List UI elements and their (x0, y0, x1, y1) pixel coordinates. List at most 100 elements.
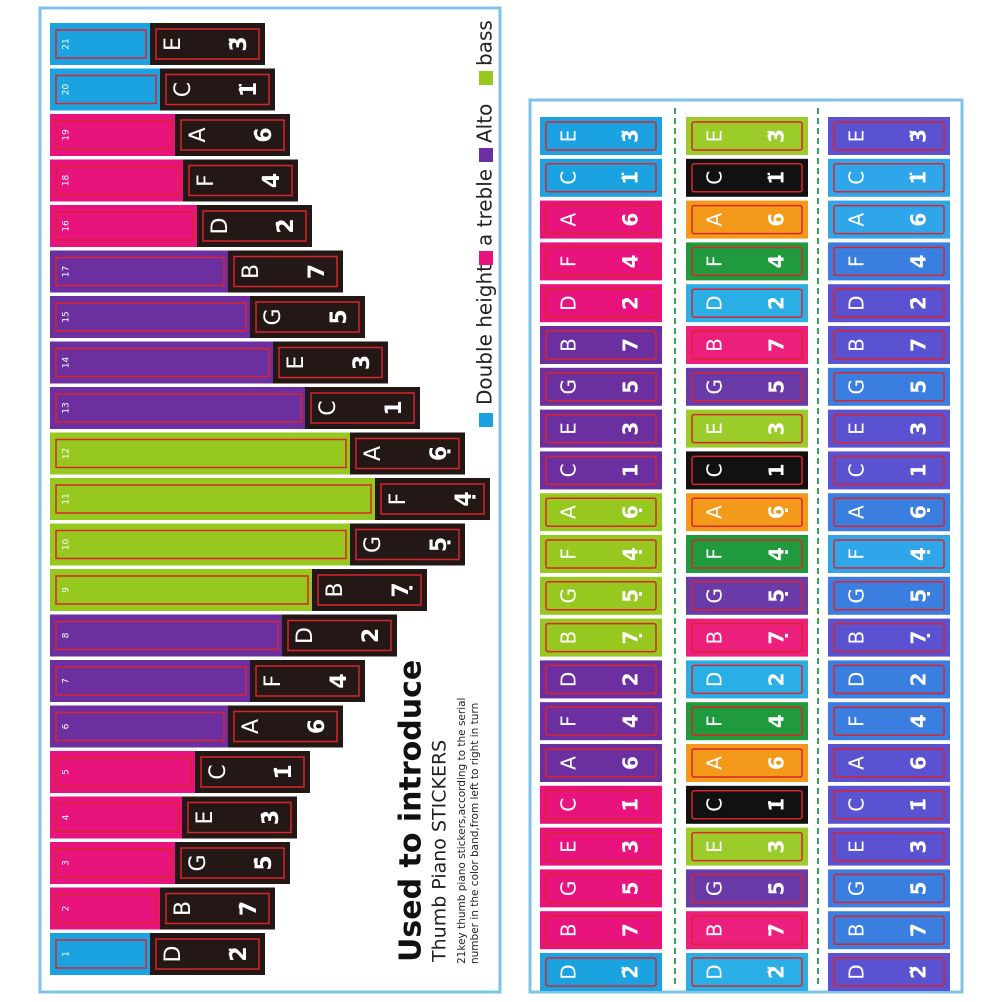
sticker-outline (833, 163, 945, 193)
sticker-note: B (703, 923, 727, 937)
key-bar-outline (55, 302, 247, 332)
key-label-box (183, 159, 298, 202)
key-index: 10 (62, 539, 72, 551)
sticker-outline (691, 330, 803, 360)
sticker-outline (691, 581, 803, 611)
sticker-outline (691, 288, 803, 318)
key-label-outline (310, 392, 415, 424)
key-note: B (239, 264, 264, 279)
sticker-number: 5 (619, 380, 643, 394)
sticker-note: F (845, 256, 869, 268)
sticker-outline (545, 163, 657, 193)
key-note: E (193, 811, 218, 825)
key-label-outline (233, 255, 338, 288)
sticker-outline (691, 163, 803, 193)
sticker-note: A (703, 505, 727, 519)
sticker-number: 1̇ (765, 798, 789, 812)
key-bar-outline (55, 529, 347, 560)
key-bar-outline (55, 211, 194, 241)
key-number: 1̈ (237, 82, 262, 97)
key-number: 1 (382, 400, 407, 415)
sticker-note: G (845, 881, 869, 897)
key-bar-outline (55, 484, 372, 514)
sticker (686, 869, 808, 908)
intro-line: number in the color band,from left to ri… (469, 703, 481, 964)
sticker-number: 3̇ (765, 840, 789, 854)
sticker (828, 284, 950, 323)
sticker-outline (545, 957, 657, 987)
key-label-box (160, 68, 275, 111)
key-number: 3 (350, 355, 375, 370)
key-note: E (284, 356, 309, 370)
key-number: 2̈ (227, 946, 252, 961)
key-index: 16 (62, 220, 72, 232)
sticker-number: 5̣ (907, 589, 931, 603)
key-bar-outline (55, 29, 147, 59)
sticker-note: F (845, 715, 869, 727)
key-index: 11 (62, 493, 72, 504)
sticker-note: F (703, 715, 727, 727)
sticker-outline (545, 706, 657, 736)
key-number: 3̇ (259, 810, 284, 825)
sticker-number: 1̈ (907, 171, 931, 185)
key-index: 9 (62, 587, 72, 593)
sticker-number: 2̈ (765, 965, 789, 979)
sticker-outline (691, 539, 803, 569)
sticker-outline (833, 831, 945, 862)
sticker-outline (833, 372, 945, 402)
sticker-number: 3̇ (907, 840, 931, 854)
sticker-note: G (703, 881, 727, 897)
legend-swatch (479, 251, 493, 265)
key-index: 1 (62, 951, 72, 957)
key-label-outline (317, 574, 422, 606)
sticker-number: 3 (907, 422, 931, 436)
sticker-note: B (845, 631, 869, 645)
sticker-number: 2̇ (619, 296, 643, 310)
sticker-note: D (845, 964, 869, 979)
sticker-number: 1 (765, 463, 789, 477)
sticker-number: 5 (907, 380, 931, 394)
sticker-note: A (845, 505, 869, 519)
sticker-number: 5 (765, 380, 789, 394)
key-label-outline (255, 665, 360, 697)
sticker-outline (545, 413, 657, 444)
sticker-note: C (703, 171, 727, 185)
sticker-note: E (845, 840, 869, 853)
key-note: F (261, 675, 286, 688)
sticker-number: 5̣ (619, 589, 643, 603)
sticker-number: 6 (907, 756, 931, 770)
sticker-outline (691, 873, 803, 904)
sticker (686, 326, 808, 364)
sticker (540, 953, 662, 991)
sticker-outline (545, 622, 657, 653)
key-bar-outline (55, 74, 157, 105)
sticker-number: 1̈ (765, 171, 789, 185)
sticker-note: C (845, 171, 869, 185)
sticker-number: 7̣ (907, 631, 931, 645)
sticker-note: D (557, 964, 581, 979)
sticker (686, 493, 808, 532)
key-label-outline (200, 756, 305, 788)
sticker-outline (545, 664, 657, 695)
sticker-note: G (557, 379, 581, 395)
sticker-note: E (557, 130, 581, 143)
sticker-note: G (557, 881, 581, 897)
sticker-number: 7̇ (765, 923, 789, 937)
sticker-note: E (557, 422, 581, 435)
sticker-outline (545, 790, 657, 820)
sticker-outline (833, 957, 945, 987)
key-note: C (206, 764, 231, 779)
sticker (686, 953, 808, 991)
sticker-note: A (703, 212, 727, 226)
key-index: 8 (62, 632, 72, 638)
sticker (686, 702, 808, 741)
sticker (828, 158, 950, 197)
sticker-outline (833, 497, 945, 527)
sticker-outline (691, 706, 803, 736)
key-label-outline (155, 938, 260, 970)
sticker-note: F (703, 256, 727, 268)
sticker (686, 242, 808, 281)
sticker (540, 744, 662, 782)
key-label-box (228, 705, 343, 748)
